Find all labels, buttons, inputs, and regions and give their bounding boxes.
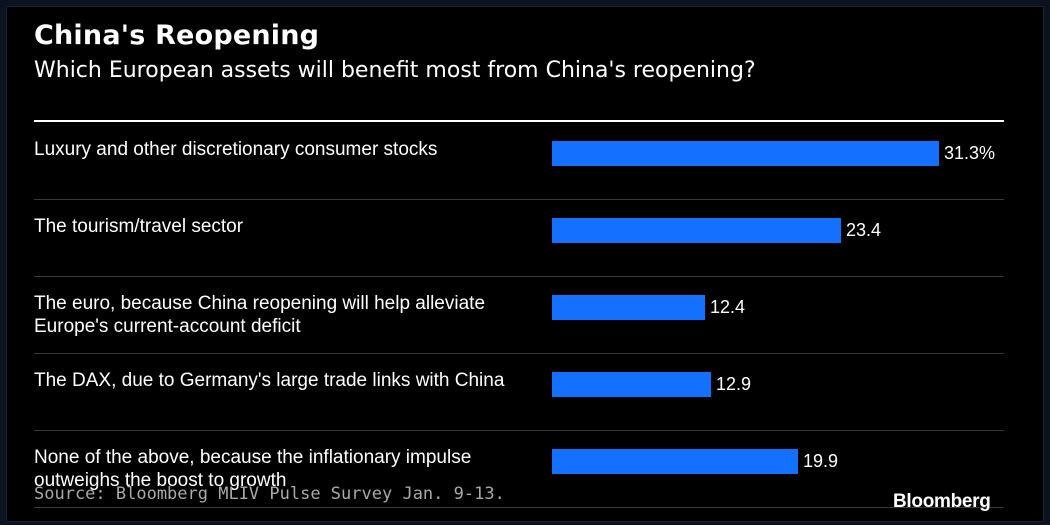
- bar-category-label: None of the above, because the inflation…: [34, 447, 472, 491]
- bar-value-label: 31.3%: [944, 143, 996, 163]
- bloomberg-logo: Bloomberg: [893, 491, 991, 512]
- bar: [552, 449, 798, 474]
- bar-value-label: 12.4: [710, 297, 746, 317]
- bar-row: The euro, because China reopening will h…: [34, 276, 1004, 354]
- bar-value-label: 19.9: [803, 451, 839, 471]
- bar: [552, 295, 705, 320]
- bar-category-label: The DAX, due to Germany's large trade li…: [34, 370, 505, 391]
- bar-category-label: Luxury and other discretionary consumer …: [34, 139, 438, 160]
- top-rule: [34, 120, 1004, 122]
- bar-category-label: The tourism/travel sector: [34, 216, 244, 237]
- chart-title: China's Reopening: [34, 20, 320, 51]
- bar-value-label: 12.9: [716, 374, 752, 394]
- bar-row: Luxury and other discretionary consumer …: [34, 122, 1004, 200]
- bar-category-label: The euro, because China reopening will h…: [34, 293, 486, 337]
- chart-frame: [6, 6, 1044, 522]
- bar: [552, 372, 711, 397]
- bar-value-label: 23.4: [846, 220, 882, 240]
- bar-row: The tourism/travel sector 23.4: [34, 199, 1004, 277]
- source-note: Source: Bloomberg MLIV Pulse Survey Jan.…: [34, 484, 505, 504]
- bar-chart: Luxury and other discretionary consumer …: [34, 122, 1004, 508]
- bar: [552, 218, 841, 243]
- bar-row: None of the above, because the inflation…: [34, 430, 1004, 508]
- chart-subtitle: Which European assets will benefit most …: [34, 58, 756, 83]
- bar: [552, 141, 939, 166]
- bar-row: The DAX, due to Germany's large trade li…: [34, 353, 1004, 431]
